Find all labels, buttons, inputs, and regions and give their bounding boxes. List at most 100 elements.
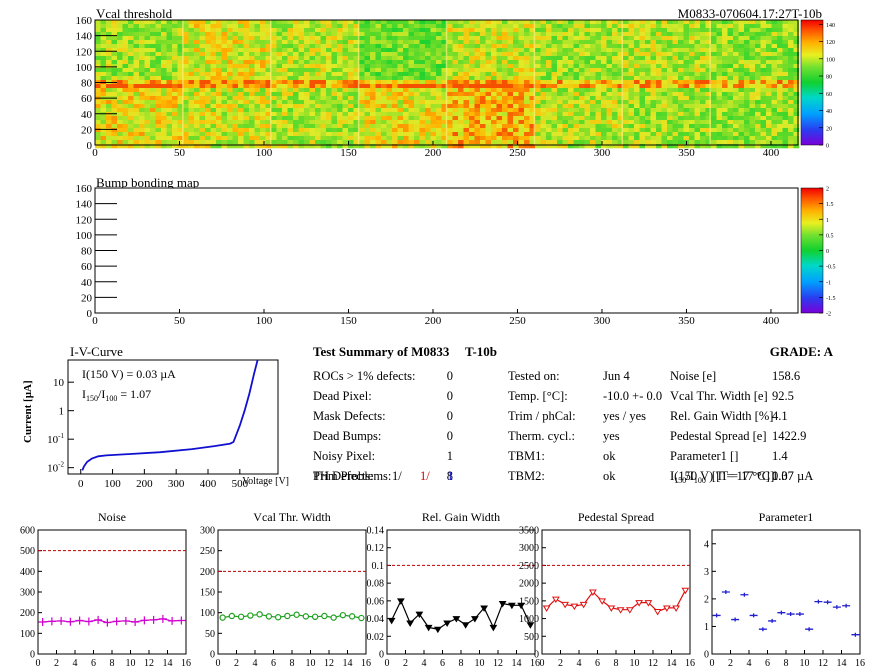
data-point (131, 617, 140, 626)
mini-chart-frame (217, 529, 367, 655)
data-point (823, 600, 832, 605)
data-point (94, 615, 103, 624)
y-tick-label: 200 (20, 608, 35, 619)
vcal-threshold-map: Vcal threshold M0833-070604.17:27T-10b 0… (76, 6, 836, 159)
iv-y-tick-label: 10 (53, 377, 65, 389)
x-tick-label: 14 (343, 658, 353, 669)
data-point (607, 605, 616, 612)
result-value: 0.37 µA (772, 469, 813, 483)
x-tick-label: 16 (530, 658, 540, 669)
iv-y-tick-label: 10-2 (47, 461, 64, 475)
iv-x-tick-label: 300 (168, 478, 185, 490)
result-value: 158.6 (772, 369, 800, 383)
mini-chart-frame (37, 529, 187, 655)
x-tick-label: 50 (174, 147, 186, 159)
x-tick-label: 150 (340, 315, 357, 327)
x-tick-label: 14 (163, 658, 173, 669)
y-tick-label: 20 (81, 124, 93, 136)
map2-title: Bump bonding map (96, 175, 199, 190)
colorbar-tick-label: -1 (826, 280, 831, 286)
data-point (177, 616, 186, 625)
colorbar-tick-label: 1 (826, 218, 829, 224)
mini-chart-title: Rel. Gain Width (422, 510, 500, 524)
data-point (526, 622, 535, 629)
y-tick-label: 1500 (519, 596, 539, 607)
x-tick-label: 6 (595, 658, 600, 669)
data-point (247, 612, 254, 619)
colorbar-tick-label: 100 (826, 57, 835, 63)
data-point (616, 607, 625, 614)
ph-defects-label: PH Defects: (313, 469, 374, 483)
x-tick-label: 8 (110, 658, 115, 669)
x-tick-label: 300 (594, 315, 611, 327)
data-point (302, 613, 310, 620)
colorbar-tick-label: -1.5 (826, 296, 836, 302)
result-label: Noise [e] (670, 369, 716, 383)
data-point (47, 617, 56, 626)
x-tick-label: 0 (36, 658, 41, 669)
x-tick-label: 150 (340, 147, 357, 159)
condition-value: ok (603, 469, 616, 483)
x-tick-label: 350 (678, 147, 695, 159)
y-tick-label: 0.04 (367, 614, 385, 625)
data-point (480, 605, 489, 612)
iv-series-line (81, 359, 259, 471)
data-point (38, 617, 47, 626)
data-point (228, 612, 236, 620)
x-tick-label: 12 (144, 658, 154, 669)
data-point (415, 611, 424, 619)
data-point (832, 605, 841, 610)
data-point (517, 602, 526, 610)
x-tick-label: 10 (126, 658, 136, 669)
y-tick-label: 3000 (519, 543, 539, 554)
data-point (158, 614, 167, 623)
data-point (121, 616, 130, 625)
data-point (498, 601, 507, 608)
x-tick-label: 4 (73, 658, 78, 669)
x-tick-label: 100 (256, 315, 273, 327)
data-point (103, 618, 112, 627)
x-tick-label: 4 (422, 658, 427, 669)
y-tick-label: 0 (87, 140, 93, 152)
module-id: M0833-070604.17:27T-10b (678, 6, 822, 21)
x-tick-label: 300 (594, 147, 611, 159)
data-point (805, 627, 814, 632)
x-tick-label: 2 (54, 658, 59, 669)
x-tick-label: 16 (685, 658, 695, 669)
y-tick-label: 300 (20, 588, 35, 599)
x-tick-label: 400 (763, 315, 780, 327)
x-tick-label: 12 (648, 658, 658, 669)
y-tick-label: 60 (81, 93, 93, 105)
defect-value: 0 (447, 409, 453, 423)
summary-conditions: Tested on: Jun 4 Temp. [°C]: -10.0 +- 0.0 Tr… (508, 369, 662, 483)
grade-label: GRADE: A (770, 344, 834, 359)
y-tick-label: 0 (87, 308, 93, 320)
x-tick-label: 10 (475, 658, 485, 669)
data-point (140, 616, 149, 625)
data-point (75, 616, 84, 625)
mini-chart-title: Vcal Thr. Width (253, 510, 330, 524)
map2-axes: 0 50 100 150 200 250 300 350 400 0 20 40 60 80 100 120 1… (76, 183, 780, 327)
y-tick-label: 4 (704, 539, 709, 550)
data-point (66, 617, 75, 626)
iv-title: I-V-Curve (70, 344, 123, 359)
mini-chart-1: Noise 0 2 4 6 8 10 12 14 16 0 100 200 300 400 500 600 (20, 510, 191, 669)
y-tick-label: 0.08 (367, 579, 385, 590)
x-tick-label: 14 (512, 658, 522, 669)
x-tick-label: 8 (614, 658, 619, 669)
result-label: I(150 V) [T = 17 °C] (670, 469, 774, 483)
data-point (635, 600, 644, 607)
iv-axes: 0 100 200 300 400 500 10-2 10-1 1 10 (47, 377, 248, 490)
x-tick-label: 14 (667, 658, 677, 669)
y-tick-label: 120 (76, 46, 93, 58)
x-tick-label: 0 (540, 658, 545, 669)
y-tick-label: 150 (200, 588, 215, 599)
bump-bonding-map: Bump bonding map 0 50 100 150 200 250 300 350 40… (76, 175, 836, 327)
map1-colorbar (800, 19, 824, 146)
data-point (387, 617, 396, 625)
y-tick-label: 1 (704, 622, 709, 633)
y-tick-label: 0 (379, 650, 384, 661)
ratio-label: I150/I100 [T = 17 °C] (670, 469, 770, 485)
